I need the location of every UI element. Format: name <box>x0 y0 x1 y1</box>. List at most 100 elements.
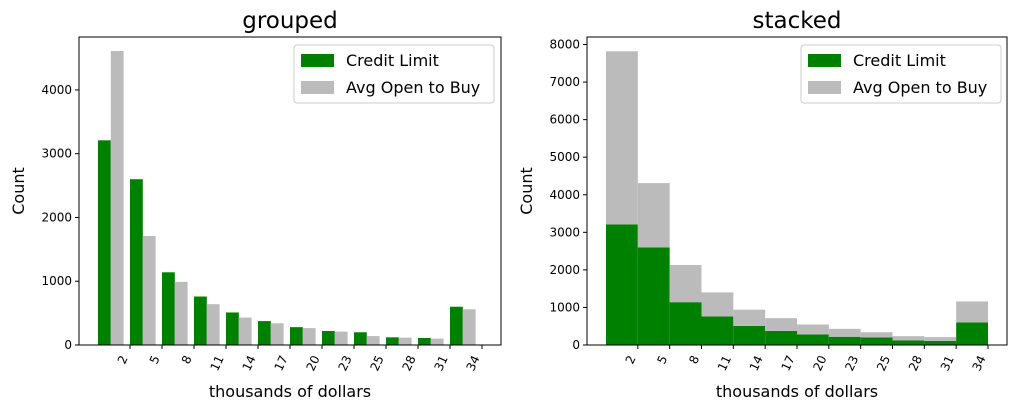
y-axis-label: Count <box>517 167 536 215</box>
bar-credit-limit <box>98 140 111 345</box>
bar-credit-limit <box>637 247 670 345</box>
bar-avg-open-to-buy <box>398 337 412 345</box>
bar-avg-open-to-buy <box>637 183 670 248</box>
x-tick-label: 25 <box>368 353 387 373</box>
bar-credit-limit <box>860 337 893 345</box>
legend: Credit Limit Avg Open to Buy <box>800 44 1002 104</box>
y-tick-label: 8000 <box>549 38 580 52</box>
bar-avg-open-to-buy <box>765 318 797 331</box>
bar-credit-limit <box>606 224 638 345</box>
x-tick-label: 34 <box>970 353 989 373</box>
y-tick-label: 2000 <box>41 210 72 224</box>
x-tick-label: 5 <box>654 353 670 366</box>
bar-credit-limit <box>828 336 861 345</box>
x-tick-label: 28 <box>400 353 419 373</box>
bar-avg-open-to-buy <box>302 328 316 345</box>
y-tick-label: 1000 <box>41 274 72 288</box>
bar-credit-limit <box>354 332 367 345</box>
bar-credit-limit <box>701 316 734 345</box>
x-tick-label: 5 <box>147 353 163 366</box>
y-tick-label: 6000 <box>549 113 580 127</box>
bar-avg-open-to-buy <box>110 51 124 345</box>
bar-credit-limit <box>290 327 303 345</box>
bar-credit-limit <box>892 340 925 345</box>
legend-label-avg-open-to-buy: Avg Open to Buy <box>853 78 987 97</box>
legend: Credit Limit Avg Open to Buy <box>293 44 495 104</box>
legend-swatch-avg-open-to-buy <box>301 81 334 94</box>
bar-avg-open-to-buy <box>206 304 220 345</box>
bar-avg-open-to-buy <box>238 317 252 345</box>
bar-credit-limit <box>258 321 271 345</box>
bar-credit-limit <box>733 325 766 345</box>
legend-swatch-credit-limit <box>808 54 841 67</box>
chart-title: stacked <box>753 8 842 34</box>
x-axis-label: thousands of dollars <box>716 382 878 401</box>
bar-credit-limit <box>418 337 431 345</box>
bar-avg-open-to-buy <box>892 336 925 341</box>
x-tick-label: 17 <box>779 353 798 373</box>
bar-avg-open-to-buy <box>366 336 380 345</box>
x-tick-label: 11 <box>208 353 227 373</box>
bar-credit-limit <box>226 312 239 345</box>
bar-credit-limit <box>162 272 175 345</box>
bar-avg-open-to-buy <box>462 309 476 345</box>
y-axis-label: Count <box>9 167 28 215</box>
x-tick-label: 31 <box>938 353 957 373</box>
y-tick-label: 0 <box>572 338 580 352</box>
bar-avg-open-to-buy <box>430 338 444 345</box>
x-tick-label: 20 <box>304 353 323 373</box>
legend-label-avg-open-to-buy: Avg Open to Buy <box>346 78 480 97</box>
y-tick-label: 4000 <box>549 188 580 202</box>
bar-avg-open-to-buy <box>606 51 638 225</box>
x-tick-label: 17 <box>272 353 291 373</box>
x-tick-label: 28 <box>906 353 925 373</box>
bar-credit-limit <box>956 322 988 345</box>
legend-box <box>800 44 1002 104</box>
x-tick-label: 14 <box>747 353 766 373</box>
bar-avg-open-to-buy <box>956 301 988 323</box>
x-tick-label: 8 <box>179 353 195 366</box>
x-tick-label: 23 <box>842 353 861 373</box>
y-tick-label: 1000 <box>549 300 580 314</box>
bar-credit-limit <box>924 340 957 345</box>
bar-avg-open-to-buy <box>669 264 702 303</box>
bar-avg-open-to-buy <box>733 309 766 326</box>
x-tick-label: 34 <box>464 353 483 373</box>
y-tick-label: 7000 <box>549 75 580 89</box>
x-tick-label: 2 <box>623 353 639 366</box>
bar-avg-open-to-buy <box>797 324 829 335</box>
legend-box <box>293 44 495 104</box>
bar-credit-limit <box>386 337 399 345</box>
bar-credit-limit <box>797 334 829 345</box>
y-tick-label: 3000 <box>41 147 72 161</box>
bar-credit-limit <box>194 296 207 345</box>
legend-label-credit-limit: Credit Limit <box>853 51 946 70</box>
chart-title: grouped <box>242 8 338 34</box>
x-tick-label: 31 <box>432 353 451 373</box>
x-tick-label: 2 <box>115 353 131 366</box>
bar-credit-limit <box>450 306 463 345</box>
x-tick-label: 20 <box>810 353 829 373</box>
legend-swatch-avg-open-to-buy <box>808 81 841 94</box>
legend-swatch-credit-limit <box>301 54 334 67</box>
bar-credit-limit <box>322 330 335 345</box>
y-tick-label: 2000 <box>549 263 580 277</box>
y-tick-label: 3000 <box>549 225 580 239</box>
legend-label-credit-limit: Credit Limit <box>346 51 439 70</box>
y-tick-label: 4000 <box>41 83 72 97</box>
bar-avg-open-to-buy <box>142 235 156 345</box>
y-tick-label: 0 <box>64 338 72 352</box>
bar-credit-limit <box>765 330 797 345</box>
bar-avg-open-to-buy <box>174 281 188 345</box>
x-tick-label: 23 <box>336 353 355 373</box>
x-tick-label: 8 <box>686 353 702 366</box>
x-axis-label: thousands of dollars <box>209 382 371 401</box>
bar-avg-open-to-buy <box>701 292 734 317</box>
x-tick-label: 14 <box>240 353 259 373</box>
bar-avg-open-to-buy <box>924 337 957 341</box>
stacked-chart-panel: stacked 0 1000 2000 3000 4000 5000 6000 7000 8000… <box>517 8 1008 401</box>
bar-credit-limit <box>130 179 143 345</box>
bar-avg-open-to-buy <box>270 323 284 345</box>
